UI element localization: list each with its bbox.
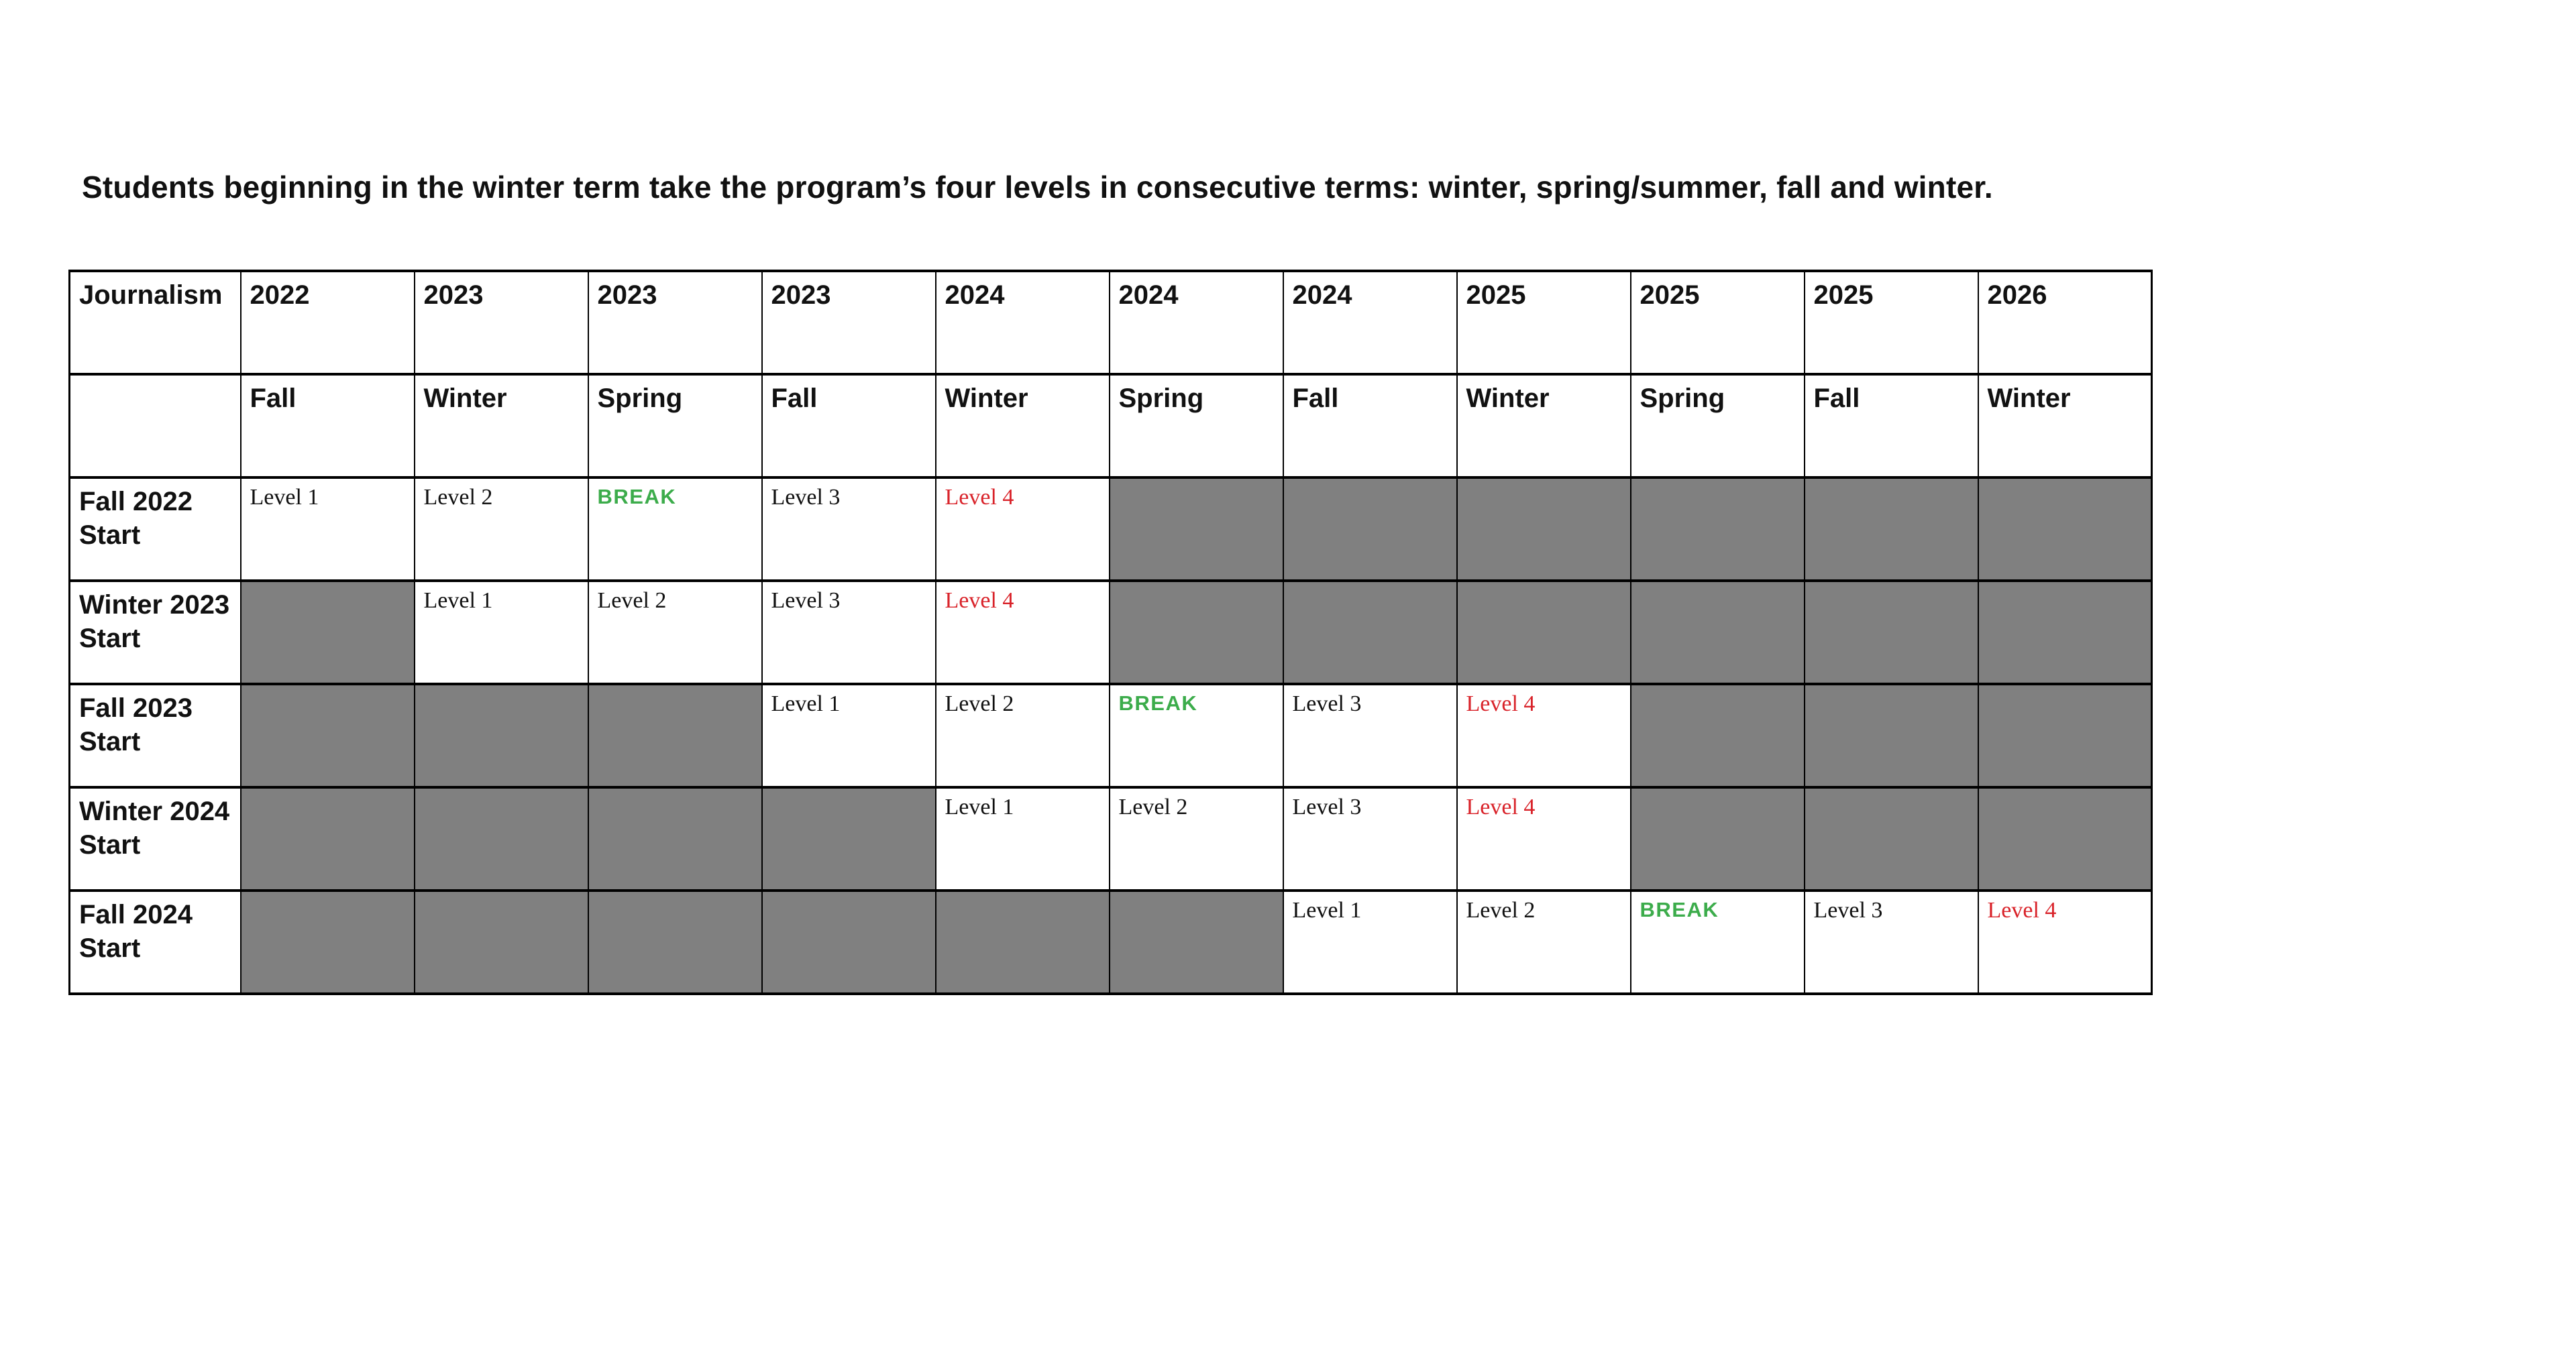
schedule-cell-level4: Level 4 bbox=[1456, 683, 1631, 789]
schedule-cell-unavailable bbox=[1803, 786, 1979, 892]
year-header: 2023 bbox=[761, 270, 936, 376]
term-header: Winter bbox=[413, 373, 589, 479]
year-header: 2022 bbox=[239, 270, 415, 376]
schedule-cell-level4: Level 4 bbox=[1456, 786, 1631, 892]
schedule-cell-level4: Level 4 bbox=[934, 476, 1110, 582]
schedule-cell-unavailable bbox=[239, 889, 415, 995]
schedule-cell-break: BREAK bbox=[587, 476, 763, 582]
schedule-cell-unavailable bbox=[1108, 579, 1284, 685]
schedule-cell-level: Level 1 bbox=[413, 579, 589, 685]
schedule-cell-unavailable bbox=[1282, 579, 1458, 685]
schedule-cell-unavailable bbox=[1803, 579, 1979, 685]
schedule-cell-level4: Level 4 bbox=[1977, 889, 2153, 995]
intro-text: Students beginning in the winter term ta… bbox=[82, 170, 1993, 205]
term-header-empty bbox=[68, 373, 241, 479]
year-header: 2023 bbox=[587, 270, 763, 376]
schedule-cell-level: Level 2 bbox=[934, 683, 1110, 789]
schedule-cell-unavailable bbox=[587, 786, 763, 892]
table-row: Winter 2023 Start Level 1 Level 2 Level 3 Le… bbox=[68, 579, 2153, 685]
schedule-cell-unavailable bbox=[239, 683, 415, 789]
schedule-cell-unavailable bbox=[1282, 476, 1458, 582]
row-label: Winter 2024 Start bbox=[68, 786, 241, 892]
table-row: Fall 2023 Start Level 1 Level 2 BREAK Level … bbox=[68, 683, 2153, 789]
schedule-cell-unavailable bbox=[1108, 476, 1284, 582]
schedule-cell-unavailable bbox=[1977, 476, 2153, 582]
term-header: Winter bbox=[1456, 373, 1631, 479]
year-header-row: Journalism 2022 2023 2023 2023 2024 2024 2024 20… bbox=[68, 270, 2153, 376]
schedule-body: Fall 2022 Start Level 1 Level 2 BREAK Level … bbox=[68, 476, 2153, 995]
schedule-cell-level: Level 3 bbox=[761, 579, 936, 685]
row-label: Fall 2024 Start bbox=[68, 889, 241, 995]
schedule-cell-level: Level 2 bbox=[1456, 889, 1631, 995]
term-header: Fall bbox=[1803, 373, 1979, 479]
schedule-cell-unavailable bbox=[1629, 786, 1805, 892]
schedule-cell-level: Level 1 bbox=[761, 683, 936, 789]
schedule-cell-unavailable bbox=[1977, 786, 2153, 892]
schedule-cell-unavailable bbox=[239, 579, 415, 685]
year-header: 2025 bbox=[1629, 270, 1805, 376]
year-header: 2025 bbox=[1803, 270, 1979, 376]
row-label: Fall 2022 Start bbox=[68, 476, 241, 582]
year-header: 2024 bbox=[1108, 270, 1284, 376]
table-row: Winter 2024 Start Level 1 Level 2 Level 3 Le… bbox=[68, 786, 2153, 892]
schedule-cell-unavailable bbox=[761, 889, 936, 995]
schedule-cell-unavailable bbox=[934, 889, 1110, 995]
row-label: Fall 2023 Start bbox=[68, 683, 241, 789]
schedule-cell-level: Level 3 bbox=[761, 476, 936, 582]
year-header: 2023 bbox=[413, 270, 589, 376]
schedule-cell-unavailable bbox=[1629, 683, 1805, 789]
term-header: Fall bbox=[239, 373, 415, 479]
term-header: Spring bbox=[1629, 373, 1805, 479]
term-header: Winter bbox=[934, 373, 1110, 479]
schedule-cell-break: BREAK bbox=[1108, 683, 1284, 789]
schedule-cell-level: Level 1 bbox=[1282, 889, 1458, 995]
schedule-cell-unavailable bbox=[413, 683, 589, 789]
schedule-cell-unavailable bbox=[413, 889, 589, 995]
schedule-cell-level4: Level 4 bbox=[934, 579, 1110, 685]
schedule-cell-level: Level 3 bbox=[1803, 889, 1979, 995]
schedule-cell-unavailable bbox=[761, 786, 936, 892]
row-label: Winter 2023 Start bbox=[68, 579, 241, 685]
term-header: Spring bbox=[587, 373, 763, 479]
term-header: Fall bbox=[761, 373, 936, 479]
schedule-header: Journalism 2022 2023 2023 2023 2024 2024 2024 20… bbox=[68, 270, 2153, 479]
schedule-cell-unavailable bbox=[1803, 476, 1979, 582]
schedule-cell-level: Level 1 bbox=[239, 476, 415, 582]
schedule-cell-unavailable bbox=[413, 786, 589, 892]
schedule-cell-unavailable bbox=[587, 889, 763, 995]
year-header: 2024 bbox=[1282, 270, 1458, 376]
year-header: 2026 bbox=[1977, 270, 2153, 376]
schedule-cell-level: Level 2 bbox=[1108, 786, 1284, 892]
schedule-cell-unavailable bbox=[1803, 683, 1979, 789]
corner-header: Journalism bbox=[68, 270, 241, 376]
schedule-cell-unavailable bbox=[1456, 579, 1631, 685]
schedule-cell-unavailable bbox=[1977, 579, 2153, 685]
schedule-cell-unavailable bbox=[1977, 683, 2153, 789]
schedule-cell-unavailable bbox=[1456, 476, 1631, 582]
journalism-schedule-table: Journalism 2022 2023 2023 2023 2024 2024 2024 20… bbox=[68, 270, 2153, 995]
term-header: Winter bbox=[1977, 373, 2153, 479]
term-header: Spring bbox=[1108, 373, 1284, 479]
schedule-cell-unavailable bbox=[1629, 579, 1805, 685]
schedule-cell-level: Level 1 bbox=[934, 786, 1110, 892]
schedule-cell-break: BREAK bbox=[1629, 889, 1805, 995]
term-header-row: Fall Winter Spring Fall Winter Spring Fall Wint… bbox=[68, 373, 2153, 479]
schedule-cell-level: Level 3 bbox=[1282, 786, 1458, 892]
schedule-cell-unavailable bbox=[587, 683, 763, 789]
term-header: Fall bbox=[1282, 373, 1458, 479]
schedule-cell-level: Level 2 bbox=[587, 579, 763, 685]
year-header: 2024 bbox=[934, 270, 1110, 376]
schedule-cell-unavailable bbox=[239, 786, 415, 892]
table-row: Fall 2024 Start Level 1 Level 2 BREAK Level … bbox=[68, 889, 2153, 995]
year-header: 2025 bbox=[1456, 270, 1631, 376]
schedule-cell-level: Level 2 bbox=[413, 476, 589, 582]
table-row: Fall 2022 Start Level 1 Level 2 BREAK Level … bbox=[68, 476, 2153, 582]
schedule-cell-unavailable bbox=[1108, 889, 1284, 995]
schedule-cell-unavailable bbox=[1629, 476, 1805, 582]
schedule-cell-level: Level 3 bbox=[1282, 683, 1458, 789]
